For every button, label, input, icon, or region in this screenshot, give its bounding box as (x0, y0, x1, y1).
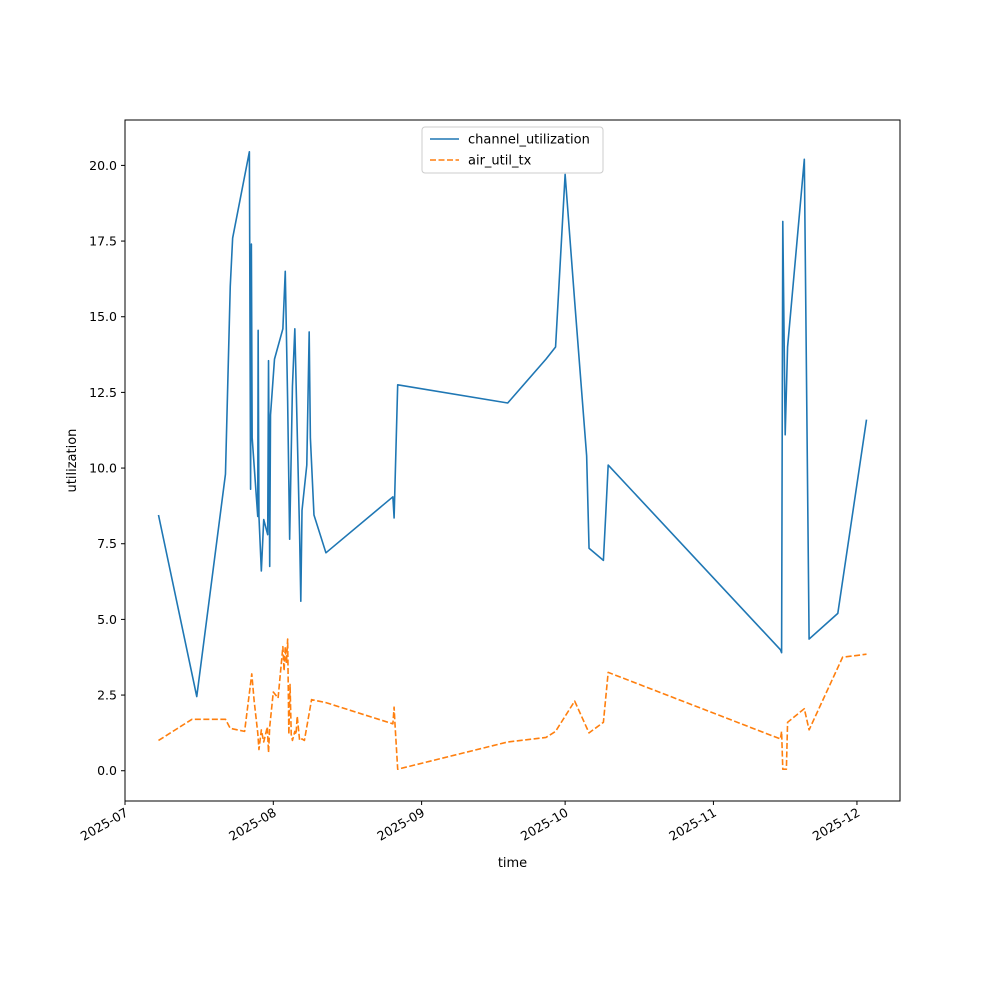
y-tick-label: 15.0 (89, 309, 117, 324)
series-line-air-util-tx (158, 638, 867, 771)
series-layer (157, 150, 868, 771)
x-axis-title: time (498, 856, 527, 871)
series-line-channel-utilization (157, 150, 868, 698)
y-tick-label: 5.0 (97, 612, 117, 627)
y-tick-label: 17.5 (89, 234, 117, 249)
y-tick-label: 12.5 (89, 385, 117, 400)
y-axis: 0.0 2.5 5.0 7.5 10.0 12.5 15.0 17.5 20.0 (89, 158, 125, 778)
y-tick-label: 2.5 (97, 688, 117, 703)
legend-label: channel_utilization (468, 133, 590, 148)
legend-label: air_util_tx (468, 154, 532, 169)
legend-box (421, 126, 604, 174)
legend: channel_utilization air_util_tx (421, 126, 604, 174)
y-tick-label: 0.0 (97, 763, 117, 778)
y-tick-label: 10.0 (89, 461, 117, 476)
y-axis-title: utilization (65, 429, 80, 493)
y-tick-label: 7.5 (97, 536, 117, 551)
plot-frame (124, 119, 901, 802)
y-tick-label: 20.0 (89, 158, 117, 173)
